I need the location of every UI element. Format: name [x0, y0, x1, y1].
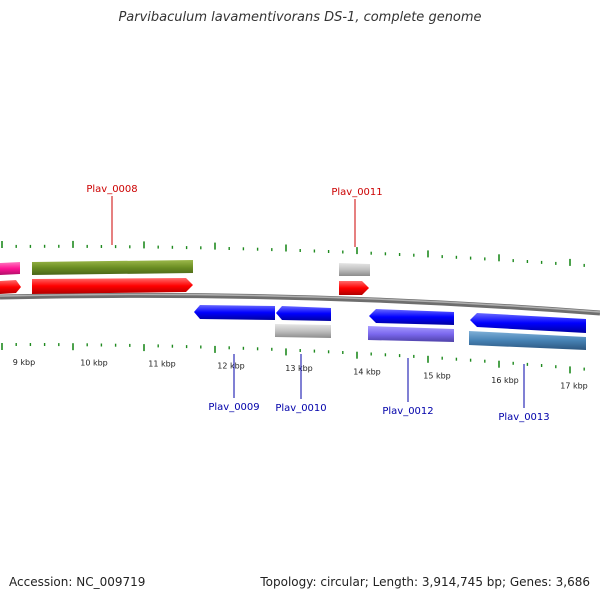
scale-labels: 9 kbp 10 kbp 11 kbp 12 kbp 13 kbp 14 kbp 15 kb…: [13, 358, 588, 391]
scale-label: 16 kbp: [491, 376, 519, 385]
scale-label: 11 kbp: [148, 360, 176, 369]
tick-row-bottom: [1, 343, 585, 374]
scale-label: 17 kbp: [560, 382, 588, 391]
gene-label-plav0008[interactable]: Plav_0008: [86, 184, 137, 195]
gene-label-plav0009[interactable]: Plav_0009: [208, 402, 259, 413]
scale-label: 10 kbp: [80, 358, 108, 367]
cog-bar-grey: [339, 263, 370, 276]
scale-label: 9 kbp: [13, 358, 35, 367]
cog-bar-olive: [32, 260, 193, 275]
genome-summary-text: Topology: circular; Length: 3,914,745 bp…: [260, 575, 590, 589]
gene-label-plav0011[interactable]: Plav_0011: [331, 187, 382, 198]
cds-reverse-plav0009: [194, 305, 275, 320]
cog-bar-grey-2: [275, 324, 331, 338]
cog-bar-steel: [469, 331, 586, 350]
cds-forward-left: [0, 280, 21, 294]
cds-reverse-plav0010: [276, 306, 331, 321]
accession-text: Accession: NC_009719: [9, 575, 146, 589]
cds-reverse-plav0013: [470, 313, 586, 333]
gene-label-plav0013[interactable]: Plav_0013: [498, 412, 549, 423]
tick-row-top: [1, 240, 585, 267]
scale-label: 13 kbp: [285, 364, 313, 373]
scale-label: 12 kbp: [217, 361, 245, 370]
cds-reverse-plav0012: [369, 309, 454, 325]
gene-label-plav0012[interactable]: Plav_0012: [382, 406, 433, 417]
cog-bar-slate: [368, 326, 454, 342]
cog-bar-magenta: [0, 262, 20, 275]
cds-forward-plav0011: [339, 281, 369, 295]
scale-label: 14 kbp: [353, 367, 381, 376]
genome-backbone: [0, 292, 600, 316]
gene-label-plav0010[interactable]: Plav_0010: [275, 403, 326, 414]
cds-forward-plav0008: [32, 278, 193, 294]
map-title: Parvibaculum lavamentivorans DS-1, compl…: [118, 10, 482, 25]
scale-label: 15 kbp: [423, 371, 451, 380]
